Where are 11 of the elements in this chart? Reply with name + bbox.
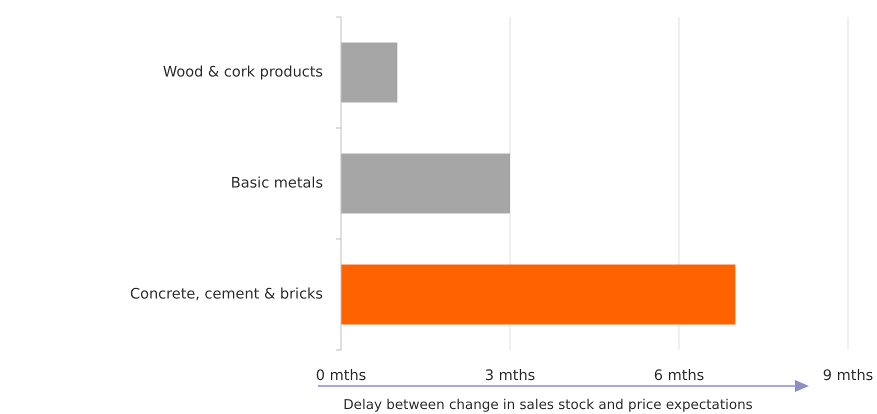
x-axis-title: Delay between change in sales stock and price expectations [343,397,753,413]
y-tick-label: Basic metals [230,175,323,192]
x-tick-label: 9 mths [822,368,874,384]
x-tick-label: 6 mths [654,368,704,384]
y-tick-label: Concrete, cement & bricks [130,286,323,302]
bar [341,154,510,214]
bar [341,42,398,102]
bar [341,264,736,324]
x-tick-label: 0 mths [316,368,366,384]
y-tick-label: Wood & cork products [162,64,323,80]
x-tick-label: 3 mths [484,368,536,384]
